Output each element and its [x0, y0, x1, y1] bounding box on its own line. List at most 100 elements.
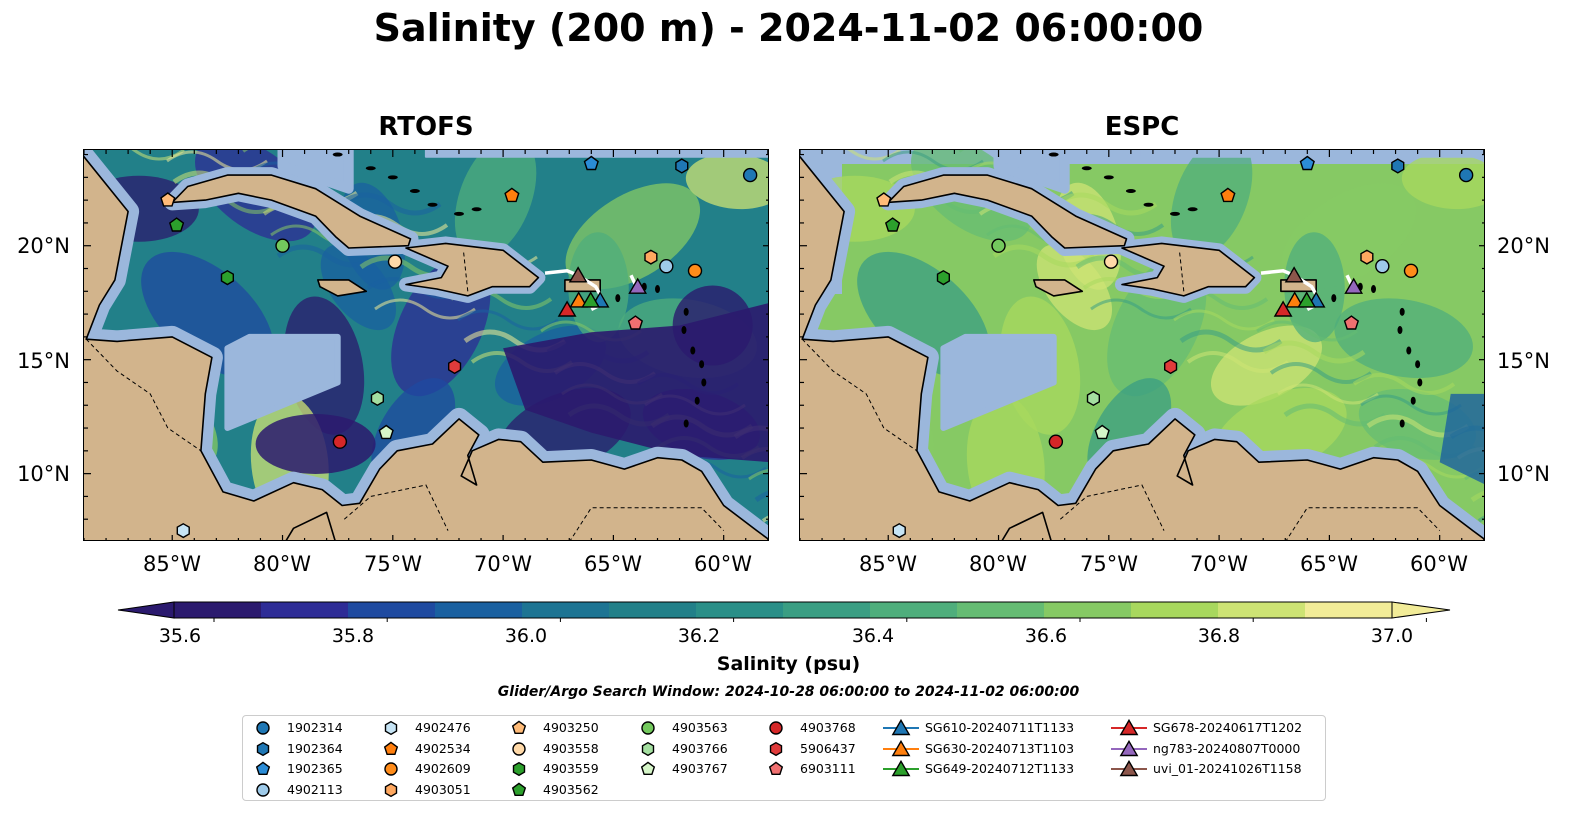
marker-uvi_01-20241026T1158[interactable]	[568, 266, 588, 283]
marker-4903766[interactable]	[1086, 390, 1100, 407]
legend-circle-icon[interactable]	[512, 741, 526, 756]
colorbar-extend-min	[117, 601, 175, 619]
legend-circle-icon[interactable]	[769, 721, 783, 735]
marker-ng783-20240807T0000[interactable]	[1344, 277, 1364, 294]
legend-triangle-icon[interactable]	[1119, 718, 1139, 736]
marker-4903562[interactable]	[884, 217, 901, 232]
marker-4902534[interactable]	[1220, 187, 1236, 203]
island	[365, 166, 376, 171]
marker-uvi_01-20241026T1158[interactable]	[1284, 266, 1304, 283]
legend-marker-icon	[255, 761, 271, 776]
legend-hexagon-icon[interactable]	[512, 761, 526, 777]
marker-5906437[interactable]	[448, 358, 462, 375]
legend-triangle-icon[interactable]	[1119, 739, 1139, 756]
marker-4903768[interactable]	[332, 434, 348, 449]
marker-4903559[interactable]	[936, 269, 951, 286]
legend-marker-icon	[641, 741, 655, 756]
marker-4903250[interactable]	[160, 192, 176, 207]
marker-SG630-20240713T1103[interactable]	[569, 291, 589, 308]
marker-5906437[interactable]	[1164, 358, 1178, 375]
legend-label: 4902476	[415, 720, 471, 735]
marker-4903051[interactable]	[1360, 249, 1374, 265]
marker-4903562[interactable]	[168, 217, 185, 232]
marker-4902609[interactable]	[687, 263, 703, 278]
marker-4902534[interactable]	[504, 187, 520, 203]
island	[1410, 396, 1416, 405]
espc-map[interactable]	[799, 149, 1485, 541]
marker-SG649-20240712T1133[interactable]	[1297, 291, 1317, 308]
observation-markers	[876, 155, 1474, 539]
colorbar-segment	[174, 602, 262, 618]
marker-SG649-20240712T1133[interactable]	[581, 291, 601, 308]
legend-triangle-icon[interactable]	[891, 759, 911, 777]
legend-pentagon-icon[interactable]	[383, 741, 399, 755]
legend-marker-icon	[511, 782, 527, 796]
marker-4903558[interactable]	[387, 254, 403, 269]
marker-4903563[interactable]	[991, 238, 1006, 253]
legend-hexagon-icon[interactable]	[384, 720, 398, 736]
legend-triangle-icon[interactable]	[891, 739, 911, 756]
marker-1902365[interactable]	[1299, 155, 1315, 171]
marker-4902113[interactable]	[659, 259, 674, 274]
legend-pentagon-icon[interactable]	[511, 720, 527, 735]
marker-6903111[interactable]	[627, 315, 644, 330]
legend-label: ng783-20240807T0000	[1153, 740, 1301, 756]
marker-1902364[interactable]	[1391, 158, 1405, 174]
legend-label: SG678-20240617T1202	[1153, 720, 1303, 735]
island	[332, 152, 343, 157]
marker-4903767[interactable]	[378, 424, 394, 440]
marker-4902476[interactable]	[892, 522, 906, 539]
legend-circle-icon[interactable]	[641, 721, 655, 735]
marker-ng783-20240807T0000[interactable]	[628, 277, 648, 294]
marker-4903250[interactable]	[876, 192, 892, 207]
legend-hexagon-icon[interactable]	[256, 741, 270, 756]
legend-pentagon-icon[interactable]	[640, 761, 656, 776]
colorbar-tick: 35.6	[158, 625, 202, 647]
marker-1902314[interactable]	[742, 167, 758, 183]
legend-pentagon-icon[interactable]	[768, 761, 784, 776]
island	[1048, 152, 1059, 157]
island	[683, 307, 689, 316]
legend-circle-icon[interactable]	[384, 762, 398, 776]
colorbar-tick: 35.8	[331, 625, 375, 647]
island	[1331, 294, 1337, 303]
marker-SG678-20240617T1202[interactable]	[557, 300, 577, 317]
legend-marker-icon	[384, 782, 398, 797]
marker-4903767[interactable]	[1094, 424, 1110, 440]
marker-4903559[interactable]	[220, 269, 235, 286]
legend-label: 1902314	[287, 720, 343, 735]
marker-4902113[interactable]	[1375, 259, 1390, 274]
legend-triangle-icon[interactable]	[1119, 759, 1139, 777]
marker-4903051[interactable]	[644, 249, 658, 265]
legend-pentagon-icon[interactable]	[511, 782, 527, 796]
marker-1902364[interactable]	[675, 158, 689, 174]
marker-1902314[interactable]	[1458, 167, 1474, 183]
island	[453, 211, 464, 216]
legend-label: uvi_01-20241026T1158	[1153, 761, 1302, 776]
rtofs-map[interactable]	[83, 149, 769, 541]
marker-4903558[interactable]	[1103, 254, 1119, 269]
marker-4903768[interactable]	[1048, 434, 1064, 449]
marker-6903111[interactable]	[1343, 315, 1360, 330]
colorbar-label: Salinity (psu)	[716, 653, 861, 675]
marker-4902476[interactable]	[176, 522, 190, 539]
marker-4903766[interactable]	[370, 390, 384, 407]
legend-marker-icon	[256, 782, 270, 797]
legend-circle-icon[interactable]	[256, 721, 270, 735]
lat-tick-15n-left: 15°N	[17, 349, 70, 373]
marker-SG630-20240713T1103[interactable]	[1285, 291, 1305, 308]
legend-hexagon-icon[interactable]	[769, 741, 783, 756]
legend-pentagon-icon[interactable]	[255, 761, 271, 776]
legend-label: 1902365	[287, 761, 343, 776]
marker-1902365[interactable]	[583, 155, 599, 171]
legend-circle-icon[interactable]	[256, 782, 270, 797]
legend-triangle-icon[interactable]	[891, 718, 911, 736]
marker-4902609[interactable]	[1403, 263, 1419, 278]
legend-label: 4903766	[672, 740, 728, 756]
legend-label: 6903111	[800, 761, 856, 776]
legend-hexagon-icon[interactable]	[384, 782, 398, 797]
marker-SG678-20240617T1202[interactable]	[1273, 300, 1293, 317]
lon-tick-75w-espc: 75°W	[1080, 552, 1138, 576]
marker-4903563[interactable]	[275, 238, 290, 253]
legend-hexagon-icon[interactable]	[641, 741, 655, 756]
